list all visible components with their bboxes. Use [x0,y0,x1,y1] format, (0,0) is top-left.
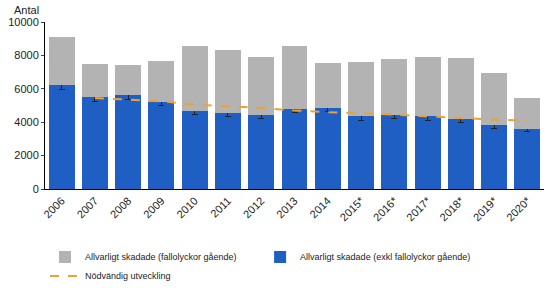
svg-text:6000: 6000 [14,83,38,95]
svg-text:2017*: 2017* [404,194,433,223]
svg-text:0: 0 [33,183,39,195]
svg-text:2018*: 2018* [437,194,466,223]
svg-text:Allvarligt skadade (fallolycko: Allvarligt skadade (fallolyckor gående) [85,252,237,262]
svg-text:2012: 2012 [241,195,267,221]
svg-text:8000: 8000 [14,49,38,61]
svg-text:2010: 2010 [174,195,200,221]
svg-text:2000: 2000 [14,149,38,161]
svg-text:2020*: 2020* [504,194,533,223]
svg-text:2011: 2011 [208,195,233,220]
svg-text:2006: 2006 [41,195,67,221]
svg-text:2019*: 2019* [471,194,500,223]
svg-text:Allvarligt skadade (exkl fallo: Allvarligt skadade (exkl fallolyckor gåe… [300,252,470,262]
svg-text:2014: 2014 [307,195,333,221]
svg-text:2007: 2007 [74,195,100,221]
svg-text:2016*: 2016* [371,194,400,223]
svg-text:2013: 2013 [274,195,300,221]
svg-text:2015*: 2015* [338,194,367,223]
svg-text:2008: 2008 [108,195,134,221]
svg-text:4000: 4000 [14,116,38,128]
svg-text:Antal: Antal [14,4,39,16]
svg-text:2009: 2009 [141,195,167,221]
svg-text:10000: 10000 [8,16,39,28]
svg-text:Nödvändig utveckling: Nödvändig utveckling [85,271,171,281]
